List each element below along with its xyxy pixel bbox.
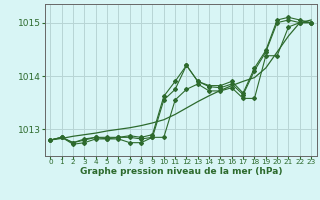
X-axis label: Graphe pression niveau de la mer (hPa): Graphe pression niveau de la mer (hPa) — [80, 167, 282, 176]
